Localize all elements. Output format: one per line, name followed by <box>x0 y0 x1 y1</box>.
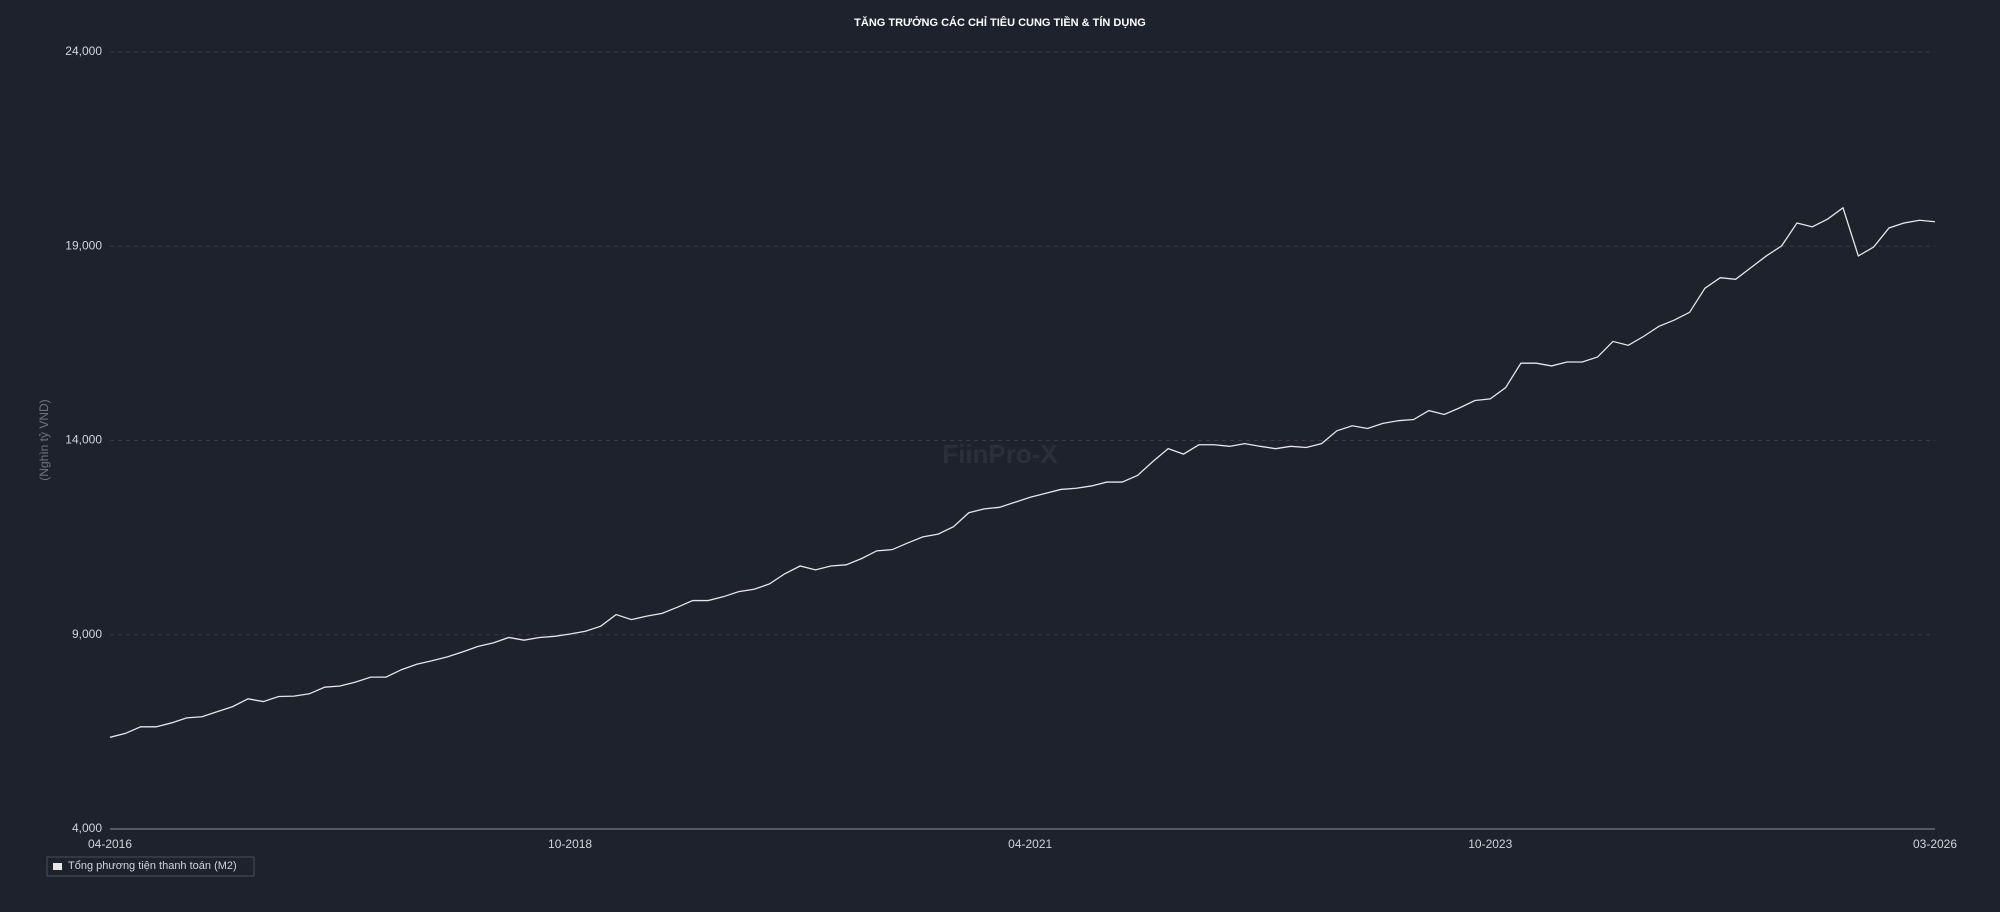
x-tick-label: 04-2021 <box>1008 837 1052 851</box>
y-tick-label: 4,000 <box>72 821 102 835</box>
x-tick-label: 10-2018 <box>548 837 592 851</box>
y-tick-label: 19,000 <box>65 238 102 252</box>
legend-swatch <box>53 863 62 870</box>
legend-label: Tổng phương tiện thanh toán (M2) <box>68 860 237 872</box>
watermark: FiinPro-X <box>942 439 1058 469</box>
data-line <box>109 206 1936 738</box>
x-tick-label: 10-2023 <box>1468 837 1512 851</box>
legend: Tổng phương tiện thanh toán (M2) <box>46 856 255 877</box>
y-axis-label: (Nghìn tỷ VND) <box>37 399 51 480</box>
y-tick-label: 24,000 <box>65 44 102 58</box>
x-tick-label: 03-2026 <box>1913 837 1957 851</box>
legend-box <box>46 856 255 877</box>
chart-title: TĂNG TRƯỞNG CÁC CHỈ TIÊU CUNG TIỀN & TÍN… <box>854 16 1146 29</box>
y-tick-label: 14,000 <box>65 433 102 447</box>
y-tick-label: 9,000 <box>72 627 102 641</box>
x-tick-label: 04-2016 <box>88 837 132 851</box>
